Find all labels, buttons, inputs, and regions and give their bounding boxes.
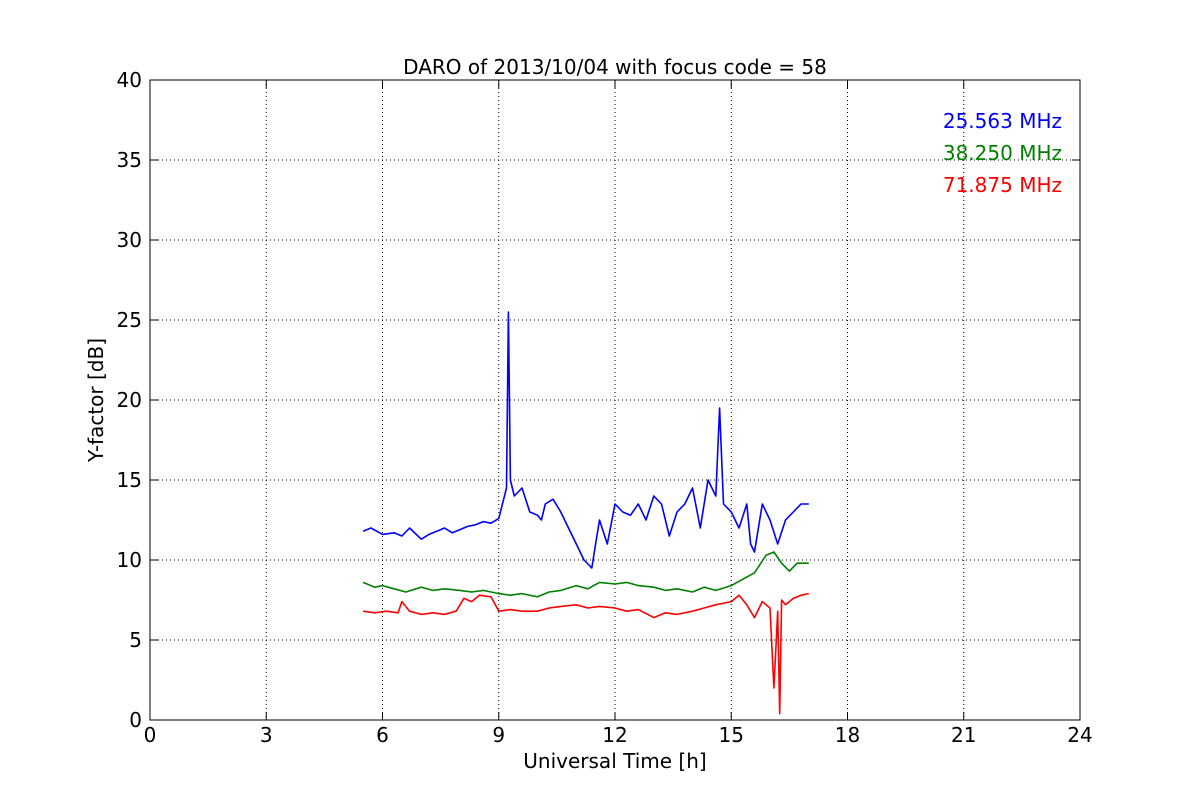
series-line <box>362 592 809 715</box>
x-tick-label: 15 <box>719 723 744 747</box>
x-axis-label: Universal Time [h] <box>523 749 706 773</box>
x-tick-label: 12 <box>602 723 627 747</box>
y-tick-label: 10 <box>117 548 142 572</box>
x-tick-label: 3 <box>260 723 273 747</box>
y-tick-label: 35 <box>117 148 142 172</box>
series-line <box>362 311 809 569</box>
series-line <box>362 551 809 598</box>
x-tick-label: 6 <box>376 723 389 747</box>
x-tick-label: 21 <box>951 723 976 747</box>
y-tick-label: 25 <box>117 308 142 332</box>
series-layer <box>362 311 809 715</box>
y-tick-label: 20 <box>117 388 142 412</box>
x-tick-label: 9 <box>492 723 505 747</box>
y-tick-label: 40 <box>117 68 142 92</box>
y-tick-label: 30 <box>117 228 142 252</box>
y-axis-label: Y-factor [dB] <box>84 338 108 463</box>
y-tick-label: 15 <box>117 468 142 492</box>
y-tick-label: 0 <box>129 708 142 732</box>
ticks: 0 3 6 9 12 15 18 21 24 0 5 10 15 20 25 30 35 40 <box>117 68 1093 747</box>
legend-entry: 38.250 MHz <box>943 141 1062 165</box>
x-tick-label: 24 <box>1067 723 1092 747</box>
legend-entry: 25.563 MHz <box>943 109 1062 133</box>
x-tick-label: 0 <box>144 723 157 747</box>
legend-entry: 71.875 MHz <box>943 173 1062 197</box>
y-tick-label: 5 <box>129 628 142 652</box>
grid <box>150 80 1080 720</box>
x-tick-label: 18 <box>835 723 860 747</box>
chart-title: DARO of 2013/10/04 with focus code = 58 <box>403 55 827 79</box>
legend: 25.563 MHz 38.250 MHz 71.875 MHz <box>943 109 1062 197</box>
